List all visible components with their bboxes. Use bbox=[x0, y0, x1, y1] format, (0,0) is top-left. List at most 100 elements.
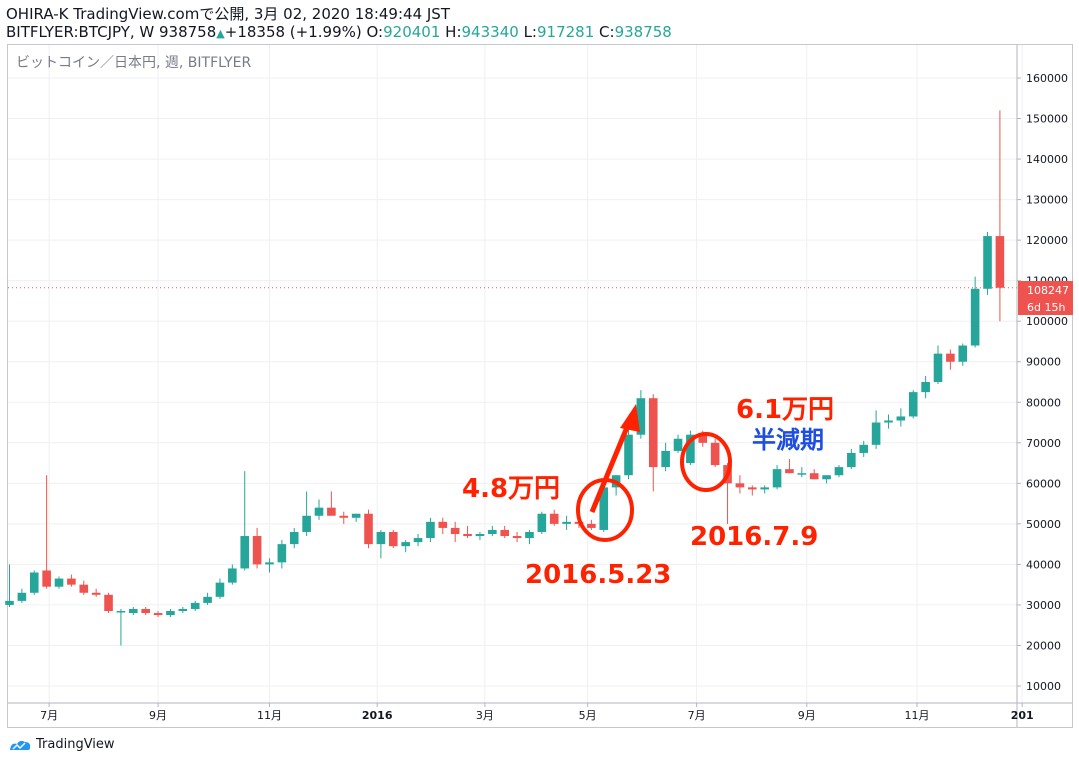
candle[interactable] bbox=[116, 608, 126, 646]
candle[interactable] bbox=[958, 343, 968, 366]
candle[interactable] bbox=[884, 414, 893, 429]
candle[interactable] bbox=[388, 529, 398, 549]
candle[interactable] bbox=[339, 511, 349, 524]
candle-body bbox=[760, 487, 769, 490]
candle[interactable] bbox=[364, 509, 373, 549]
candle[interactable] bbox=[760, 485, 769, 494]
candle[interactable] bbox=[822, 475, 831, 484]
candle[interactable] bbox=[661, 442, 670, 472]
candle[interactable] bbox=[549, 509, 559, 526]
candle[interactable] bbox=[450, 521, 460, 543]
candle[interactable] bbox=[29, 570, 39, 595]
candle[interactable] bbox=[252, 527, 262, 569]
candle[interactable] bbox=[438, 517, 448, 534]
candle[interactable] bbox=[277, 540, 287, 569]
candle[interactable] bbox=[17, 588, 27, 603]
candle[interactable] bbox=[500, 525, 509, 539]
candle[interactable] bbox=[413, 534, 423, 547]
candle[interactable] bbox=[772, 465, 782, 490]
candle[interactable] bbox=[797, 467, 807, 478]
candle-body bbox=[327, 507, 336, 516]
tradingview-logo-icon bbox=[10, 740, 31, 750]
candle[interactable] bbox=[599, 487, 609, 532]
candle[interactable] bbox=[537, 511, 547, 534]
change-value: +18358 (+1.99%) bbox=[224, 23, 362, 41]
candle[interactable] bbox=[203, 592, 212, 605]
candle[interactable] bbox=[785, 459, 794, 474]
candle[interactable] bbox=[463, 525, 472, 539]
candle[interactable] bbox=[896, 408, 906, 427]
y-tick-label: 140000 bbox=[1026, 153, 1068, 166]
candle[interactable] bbox=[871, 410, 881, 449]
candle[interactable] bbox=[141, 606, 150, 616]
candle-body bbox=[562, 521, 571, 524]
candle[interactable] bbox=[228, 564, 237, 585]
candle-body bbox=[450, 527, 460, 534]
candle[interactable] bbox=[54, 576, 64, 589]
candle-body bbox=[772, 469, 782, 488]
candle[interactable] bbox=[748, 485, 757, 496]
candle[interactable] bbox=[426, 517, 435, 543]
candle[interactable] bbox=[240, 471, 250, 571]
candles bbox=[5, 110, 1005, 646]
candle[interactable] bbox=[376, 529, 386, 559]
candle[interactable] bbox=[475, 531, 485, 541]
candle[interactable] bbox=[983, 232, 992, 295]
candle[interactable] bbox=[648, 394, 658, 492]
candle[interactable] bbox=[327, 491, 336, 516]
candle-body bbox=[203, 596, 212, 603]
candle[interactable] bbox=[166, 608, 175, 618]
candle[interactable] bbox=[834, 465, 844, 478]
candle[interactable] bbox=[921, 375, 930, 399]
candle[interactable] bbox=[809, 469, 819, 480]
candle-body bbox=[661, 450, 670, 468]
candle[interactable] bbox=[525, 529, 534, 545]
candle[interactable] bbox=[908, 390, 918, 419]
candle[interactable] bbox=[686, 430, 695, 466]
candle[interactable] bbox=[624, 422, 633, 480]
candle[interactable] bbox=[178, 606, 188, 614]
candle[interactable] bbox=[488, 525, 497, 537]
candle[interactable] bbox=[995, 110, 1005, 322]
candle[interactable] bbox=[933, 345, 943, 385]
y-tick-label: 120000 bbox=[1026, 234, 1068, 247]
candle[interactable] bbox=[265, 558, 274, 573]
candle[interactable] bbox=[67, 574, 76, 587]
candle[interactable] bbox=[129, 606, 138, 616]
candle[interactable] bbox=[190, 600, 200, 612]
footer: TradingView bbox=[8, 737, 115, 752]
candle[interactable] bbox=[636, 390, 646, 439]
candle[interactable] bbox=[710, 438, 720, 468]
candle[interactable] bbox=[215, 578, 225, 599]
countdown-label: 6d 15h bbox=[1027, 301, 1065, 314]
candle[interactable] bbox=[970, 276, 980, 348]
candle-body bbox=[388, 531, 398, 547]
candle[interactable] bbox=[351, 513, 361, 522]
candle-body bbox=[958, 345, 968, 362]
candle[interactable] bbox=[946, 349, 955, 370]
candle-body bbox=[190, 602, 200, 609]
candle[interactable] bbox=[847, 448, 856, 470]
candle[interactable] bbox=[302, 491, 311, 537]
candle[interactable] bbox=[289, 527, 299, 549]
candle[interactable] bbox=[859, 440, 869, 457]
candle-body bbox=[822, 475, 831, 480]
candle[interactable] bbox=[91, 588, 101, 597]
candle[interactable] bbox=[673, 434, 683, 453]
candle-body bbox=[265, 562, 274, 565]
candle[interactable] bbox=[42, 475, 51, 589]
candle[interactable] bbox=[153, 611, 163, 618]
candle[interactable] bbox=[5, 564, 14, 607]
candle[interactable] bbox=[314, 499, 324, 520]
candle[interactable] bbox=[587, 519, 596, 530]
candle[interactable] bbox=[562, 515, 571, 530]
candle[interactable] bbox=[104, 592, 113, 614]
x-tick-label: 11月 bbox=[904, 709, 929, 722]
candle[interactable] bbox=[79, 580, 89, 595]
candle[interactable] bbox=[735, 475, 745, 494]
candle[interactable] bbox=[401, 540, 410, 553]
candle[interactable] bbox=[512, 531, 522, 543]
candle-body bbox=[549, 513, 559, 524]
candle-body bbox=[42, 570, 51, 587]
